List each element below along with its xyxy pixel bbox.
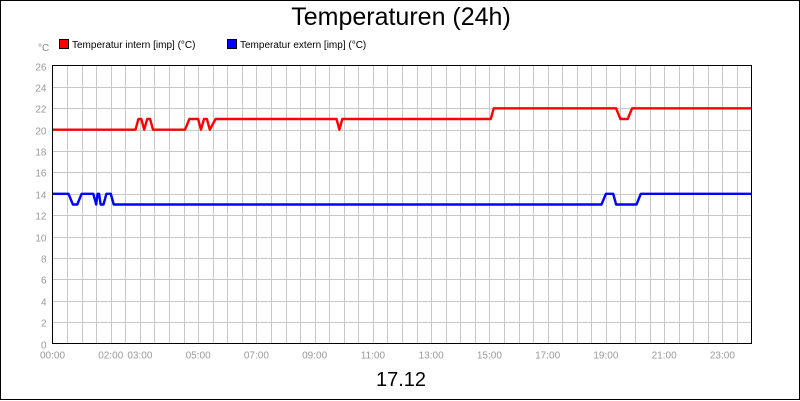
legend-swatch-intern (59, 39, 69, 49)
y-tick-label: 0 (41, 341, 47, 352)
y-tick-label: 10 (35, 234, 47, 245)
x-tick-label: 02:00 (98, 351, 123, 362)
x-tick-label: 00:00 (40, 351, 65, 362)
x-tick-label: 03:00 (127, 351, 152, 362)
x-tick-label: 13:00 (419, 351, 444, 362)
y-tick-label: 24 (35, 84, 47, 95)
x-tick-label: 21:00 (652, 351, 677, 362)
y-tick-label: 20 (35, 127, 47, 138)
legend-swatch-extern (227, 39, 237, 49)
x-tick-label: 05:00 (186, 351, 211, 362)
x-tick-label: 23:00 (710, 351, 735, 362)
y-tick-label: 22 (35, 105, 47, 116)
legend-label-intern: Temperatur intern [imp] (°C) (72, 40, 196, 51)
x-tick-label: 09:00 (302, 351, 327, 362)
x-tick-label: 07:00 (244, 351, 269, 362)
y-unit-label: °C (38, 43, 50, 54)
y-tick-label: 18 (35, 148, 47, 159)
legend-label-extern: Temperatur extern [imp] (°C) (240, 40, 367, 51)
y-tick-label: 16 (35, 169, 47, 180)
y-tick-label: 4 (41, 298, 47, 309)
y-tick-label: 26 (35, 63, 47, 74)
plot-area-border (52, 65, 752, 344)
x-tick-label: 11:00 (361, 351, 386, 362)
legend-item-extern: Temperatur extern [imp] (°C) (227, 39, 366, 51)
date-label: 17.12 (375, 369, 427, 391)
x-tick-label: 15:00 (477, 351, 502, 362)
y-tick-label: 8 (41, 255, 47, 266)
y-tick-label: 2 (41, 319, 47, 330)
y-tick-label: 14 (35, 191, 47, 202)
series-line-extern (52, 192, 752, 206)
chart-title: Temperaturen (24h) (291, 3, 511, 31)
x-tick-label: 19:00 (593, 351, 618, 362)
legend-item-intern: Temperatur intern [imp] (°C) (59, 39, 195, 51)
y-tick-label: 6 (41, 276, 47, 287)
x-tick-label: 17:00 (535, 351, 560, 362)
series-line-intern (52, 107, 752, 131)
y-tick-label: 12 (35, 212, 47, 223)
